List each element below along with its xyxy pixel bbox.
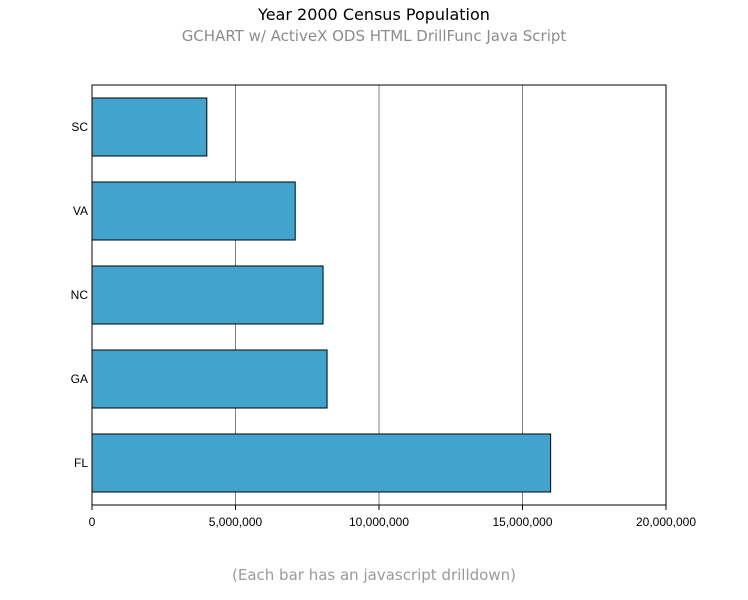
chart-subtitle: GCHART w/ ActiveX ODS HTML DrillFunc Jav… [181, 27, 567, 45]
chart-footnote: (Each bar has an javascript drilldown) [232, 566, 516, 584]
x-tick-label: 0 [89, 515, 96, 529]
x-tick-label: 5,000,000 [209, 515, 263, 529]
chart-title: Year 2000 Census Population [258, 5, 490, 24]
category-label-fl: FL [74, 456, 88, 470]
category-label-sc: SC [71, 120, 88, 134]
bar-ga[interactable] [91, 349, 328, 409]
category-labels: SC VA NC GA FL [71, 120, 89, 470]
bars [91, 97, 552, 493]
bar-fl[interactable] [91, 433, 552, 493]
x-tick-label: 20,000,000 [636, 515, 696, 529]
bar-va[interactable] [91, 181, 296, 241]
bar-sc[interactable] [91, 97, 208, 157]
bar-nc[interactable] [91, 265, 324, 325]
x-tick-label: 10,000,000 [349, 515, 409, 529]
x-tick-label: 15,000,000 [492, 515, 552, 529]
category-label-nc: NC [71, 288, 89, 302]
category-label-ga: GA [71, 372, 88, 386]
category-label-va: VA [73, 204, 88, 218]
x-axis: 0 5,000,000 10,000,000 15,000,000 20,000,000 [89, 505, 696, 529]
